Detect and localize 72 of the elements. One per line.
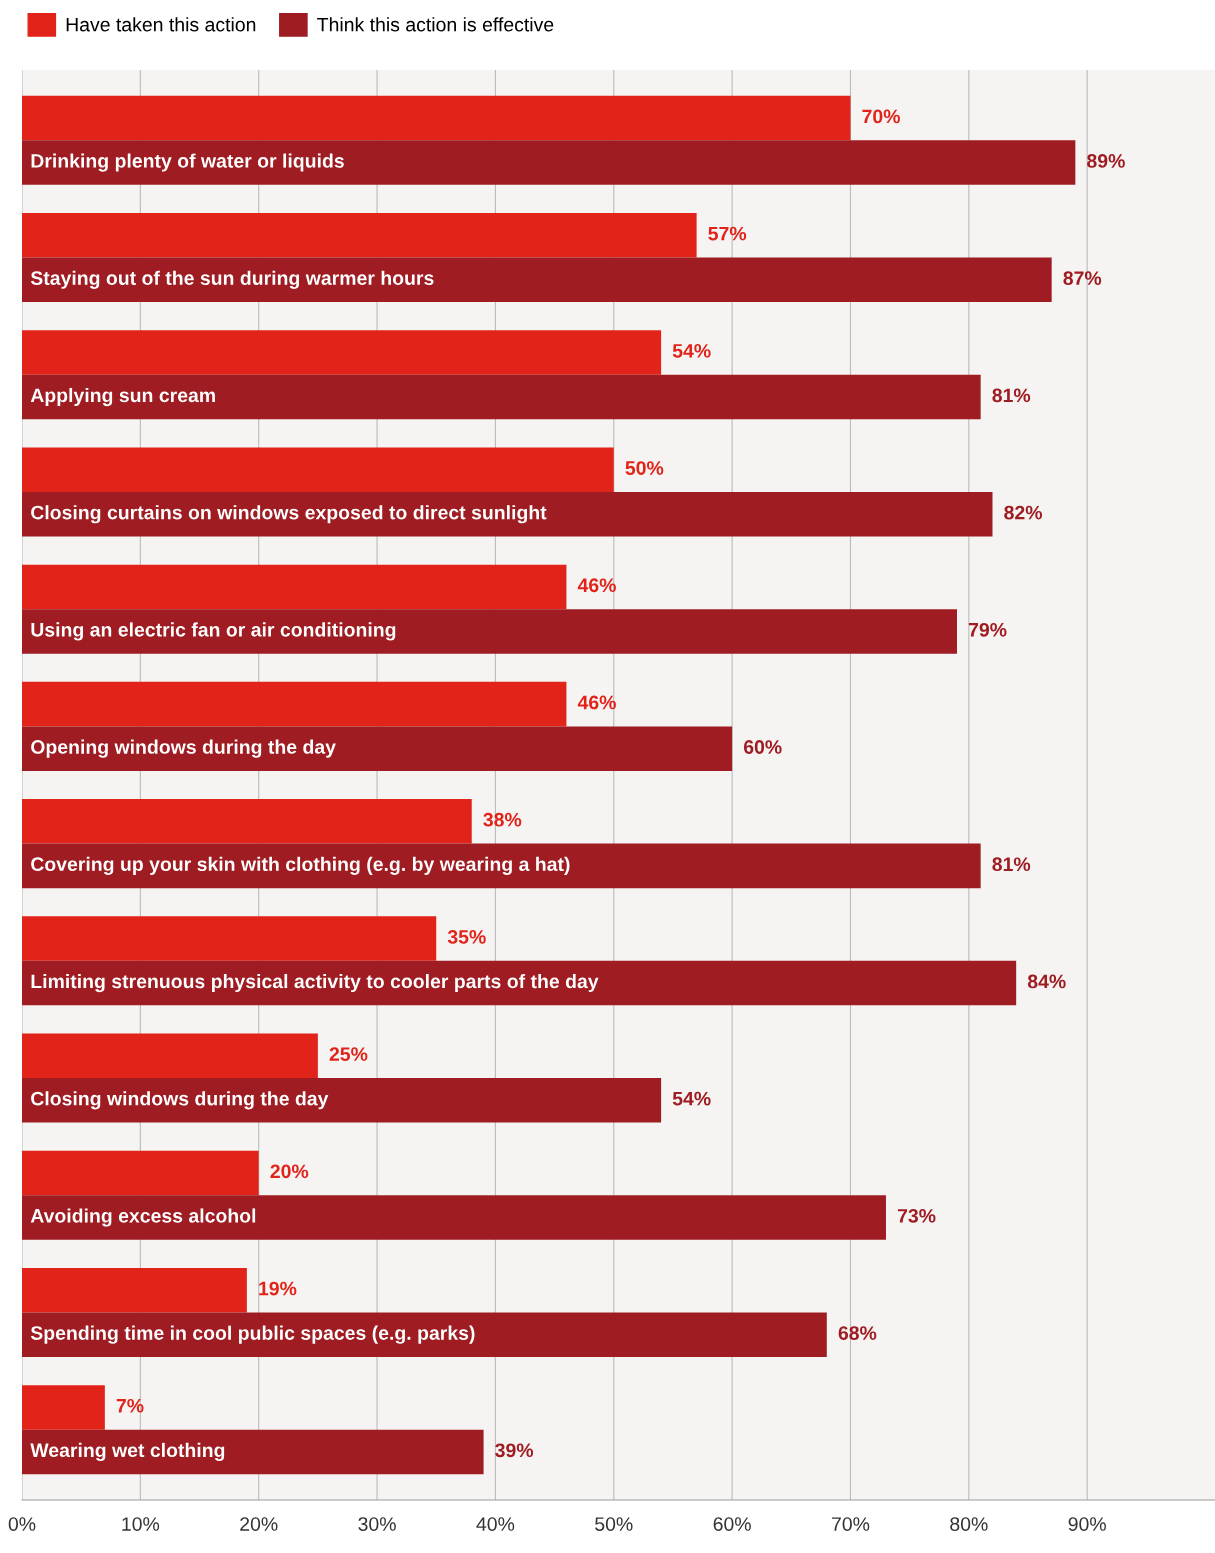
- x-tick-label: 40%: [476, 1517, 515, 1531]
- y-tick-label: Limiting strenuous physical activity to cooler parts of the day: [31, 973, 599, 993]
- bar: [22, 681, 567, 727]
- data-label: 50%: [625, 461, 664, 475]
- x-tick-label: 80%: [950, 1517, 988, 1531]
- bar: [22, 491, 993, 537]
- y-tick-label: Avoiding excess alcohol: [30, 1208, 256, 1227]
- y-tick-label: Spending time in cool public spaces (e.g. parks): [30, 1325, 475, 1344]
- data-label: 54%: [672, 1091, 711, 1106]
- data-label: 68%: [838, 1326, 877, 1340]
- data-label: 84%: [1027, 974, 1066, 989]
- x-tick-label: 70%: [832, 1517, 870, 1531]
- bar: [22, 374, 981, 420]
- bar: [22, 799, 472, 844]
- bar: [22, 609, 957, 654]
- y-tick-label: Using an electric fan or air conditioning: [31, 622, 396, 641]
- y-tick-label: Staying out of the sun during warmer hours: [30, 270, 434, 289]
- data-label: 87%: [1063, 271, 1102, 286]
- data-label: 81%: [992, 388, 1031, 403]
- bar: [22, 213, 697, 258]
- y-tick-label: Covering up your skin with clothing (e.g. by wearing a hat): [31, 856, 570, 875]
- data-label: 38%: [483, 812, 522, 827]
- bar: [22, 1195, 886, 1240]
- x-tick-label: 30%: [358, 1517, 396, 1531]
- data-label: 39%: [495, 1443, 534, 1458]
- bar: [22, 95, 851, 141]
- bar: [22, 843, 981, 889]
- bar: [22, 1033, 318, 1079]
- bar: [22, 1150, 259, 1196]
- bar: [22, 1429, 484, 1475]
- bar: [22, 257, 1052, 303]
- bar: [22, 1078, 662, 1123]
- data-label: 82%: [1004, 505, 1043, 520]
- legend-label: Have taken this action: [66, 17, 256, 32]
- x-tick-label: 90%: [1068, 1517, 1106, 1531]
- bar: [22, 916, 437, 961]
- bar: [22, 447, 614, 492]
- data-label: 89%: [1087, 154, 1125, 168]
- data-label: 25%: [329, 1047, 368, 1061]
- data-label: 19%: [259, 1281, 297, 1296]
- bar: [22, 1385, 105, 1430]
- y-tick-label: Drinking plenty of water or liquids: [31, 153, 344, 172]
- data-label: 46%: [577, 695, 616, 710]
- y-tick-label: Closing windows during the day: [31, 1091, 329, 1110]
- data-label: 20%: [270, 1164, 309, 1179]
- bar: [22, 1267, 247, 1313]
- data-label: 60%: [743, 740, 782, 754]
- x-tick-label: 0%: [8, 1517, 36, 1531]
- y-tick-label: Closing curtains on windows exposed to direct sunlight: [31, 505, 547, 524]
- x-tick-label: 50%: [595, 1517, 633, 1531]
- data-label: 7%: [116, 1398, 144, 1413]
- data-label: 70%: [862, 109, 900, 124]
- data-label: 79%: [968, 622, 1007, 637]
- y-tick-label: Wearing wet clothing: [30, 1442, 225, 1462]
- x-tick-label: 60%: [713, 1517, 751, 1531]
- bar: [22, 960, 1017, 1006]
- x-tick-label: 10%: [122, 1517, 160, 1531]
- bar: [22, 726, 733, 771]
- y-tick-label: Opening windows during the day: [31, 739, 336, 758]
- y-tick-label: Applying sun cream: [30, 387, 215, 407]
- legend-label: Think this action is effective: [317, 17, 554, 32]
- data-label: 81%: [992, 857, 1031, 872]
- data-label: 54%: [672, 343, 711, 358]
- bar: [22, 140, 1076, 185]
- bar: [22, 1312, 827, 1357]
- data-label: 35%: [447, 930, 486, 944]
- data-label: 46%: [577, 578, 616, 593]
- x-tick-label: 20%: [240, 1517, 278, 1531]
- data-label: 73%: [897, 1208, 936, 1223]
- bar: [22, 330, 662, 375]
- bar: [22, 564, 567, 610]
- data-label: 57%: [708, 226, 747, 241]
